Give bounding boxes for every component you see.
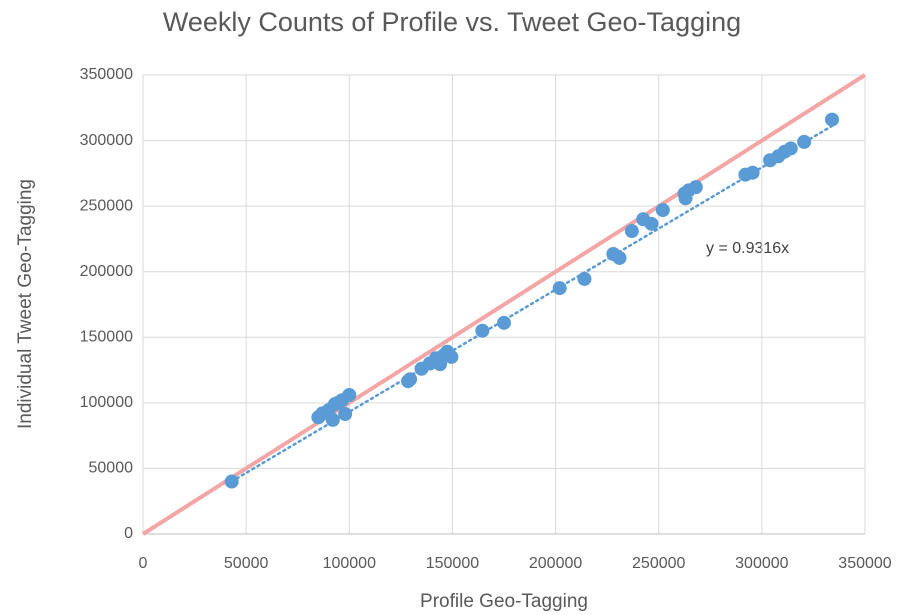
data-point <box>325 412 340 427</box>
x-tick-label: 350000 <box>838 555 891 572</box>
data-point <box>497 315 511 330</box>
data-point <box>688 180 703 195</box>
data-point <box>612 250 627 265</box>
data-point <box>577 271 592 286</box>
data-point <box>797 134 812 149</box>
data-point <box>745 165 760 180</box>
x-tick-label: 100000 <box>323 555 376 572</box>
data-point <box>783 141 798 156</box>
trendline-equation: y = 0.9316x <box>706 240 789 257</box>
data-point <box>403 372 418 387</box>
data-point <box>444 349 459 364</box>
data-point <box>644 216 659 231</box>
chart-title: Weekly Counts of Profile vs. Tweet Geo-T… <box>163 7 741 37</box>
data-point <box>655 203 670 218</box>
x-tick-label: 250000 <box>632 555 685 572</box>
y-tick-label: 300000 <box>80 132 133 149</box>
data-point <box>624 224 639 239</box>
data-point <box>475 323 490 338</box>
y-tick-label: 0 <box>124 525 133 542</box>
y-tick-label: 150000 <box>80 329 133 346</box>
y-tick-label: 50000 <box>89 460 134 477</box>
data-point <box>342 387 357 402</box>
data-point <box>824 112 839 127</box>
x-axis-label: Profile Geo-Tagging <box>420 591 588 612</box>
data-point <box>552 281 567 296</box>
data-point <box>338 407 353 422</box>
y-tick-label: 100000 <box>80 394 133 411</box>
x-tick-label: 150000 <box>426 555 479 572</box>
x-tick-label: 200000 <box>529 555 582 572</box>
y-tick-label: 250000 <box>80 197 133 214</box>
x-tick-label: 50000 <box>224 555 269 572</box>
y-tick-label: 200000 <box>80 263 133 280</box>
y-tick-label: 350000 <box>80 66 133 83</box>
y-axis-label: Individual Tweet Geo-Tagging <box>15 179 36 429</box>
x-tick-label: 0 <box>139 555 148 572</box>
data-point <box>224 474 239 489</box>
reference-line <box>141 73 867 536</box>
x-tick-label: 300000 <box>735 555 788 572</box>
